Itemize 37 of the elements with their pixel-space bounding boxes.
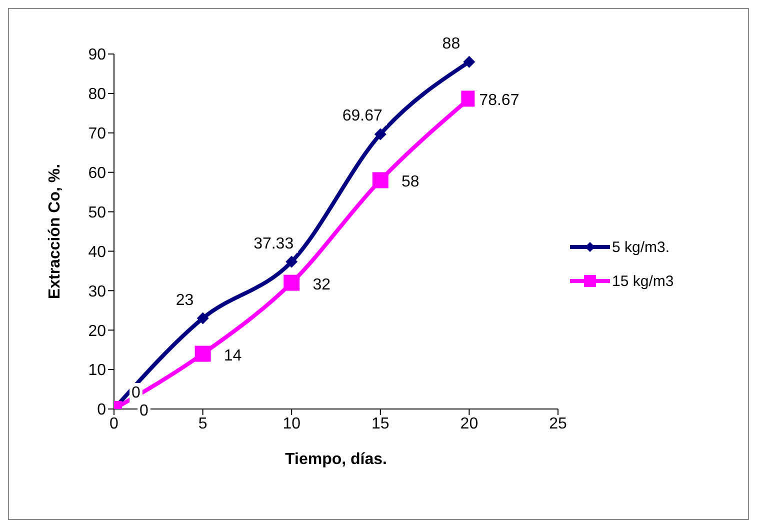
- data-label: 0: [132, 384, 141, 402]
- point: [463, 56, 476, 68]
- data-label: 69.67: [342, 108, 383, 125]
- data-label: 23: [176, 292, 194, 309]
- point: [194, 346, 211, 362]
- data-label: 37.33: [254, 235, 294, 252]
- y-tick-label: 10: [88, 362, 106, 380]
- point: [372, 172, 388, 188]
- data-label: 88: [442, 35, 460, 52]
- y-axis-title: Extracción Co, %.: [46, 164, 64, 300]
- data-label: 78.67: [479, 92, 520, 110]
- y-tick-label: 0: [97, 402, 106, 419]
- point: [284, 274, 300, 291]
- x-tick-label: 20: [460, 415, 478, 432]
- x-axis-title: Tiempo, días.: [285, 451, 387, 468]
- x-tick-label: 0: [110, 415, 119, 432]
- data-label: 32: [312, 276, 331, 294]
- legend-label: 5 kg/m3.: [612, 238, 670, 256]
- x-tick-label: 25: [549, 415, 567, 432]
- y-tick-label: 60: [88, 165, 106, 182]
- x-tick-label: 5: [198, 415, 208, 432]
- point: [374, 128, 386, 140]
- y-tick-label: 20: [88, 322, 106, 340]
- point: [286, 256, 298, 268]
- data-label: 14: [224, 347, 242, 364]
- y-tick-label: 50: [88, 204, 106, 222]
- x-tick-label: 10: [282, 415, 301, 432]
- data-label: 58: [402, 174, 420, 191]
- data-label: 0: [140, 402, 149, 420]
- y-tick-label: 90: [88, 46, 106, 64]
- point: [196, 312, 209, 324]
- y-tick-label: 80: [88, 86, 106, 104]
- y-tick-label: 70: [88, 126, 106, 143]
- x-tick-label: 15: [372, 415, 390, 432]
- y-tick-label: 40: [88, 244, 106, 261]
- legend-label: 15 kg/m3: [612, 272, 674, 290]
- y-tick-label: 30: [88, 283, 106, 300]
